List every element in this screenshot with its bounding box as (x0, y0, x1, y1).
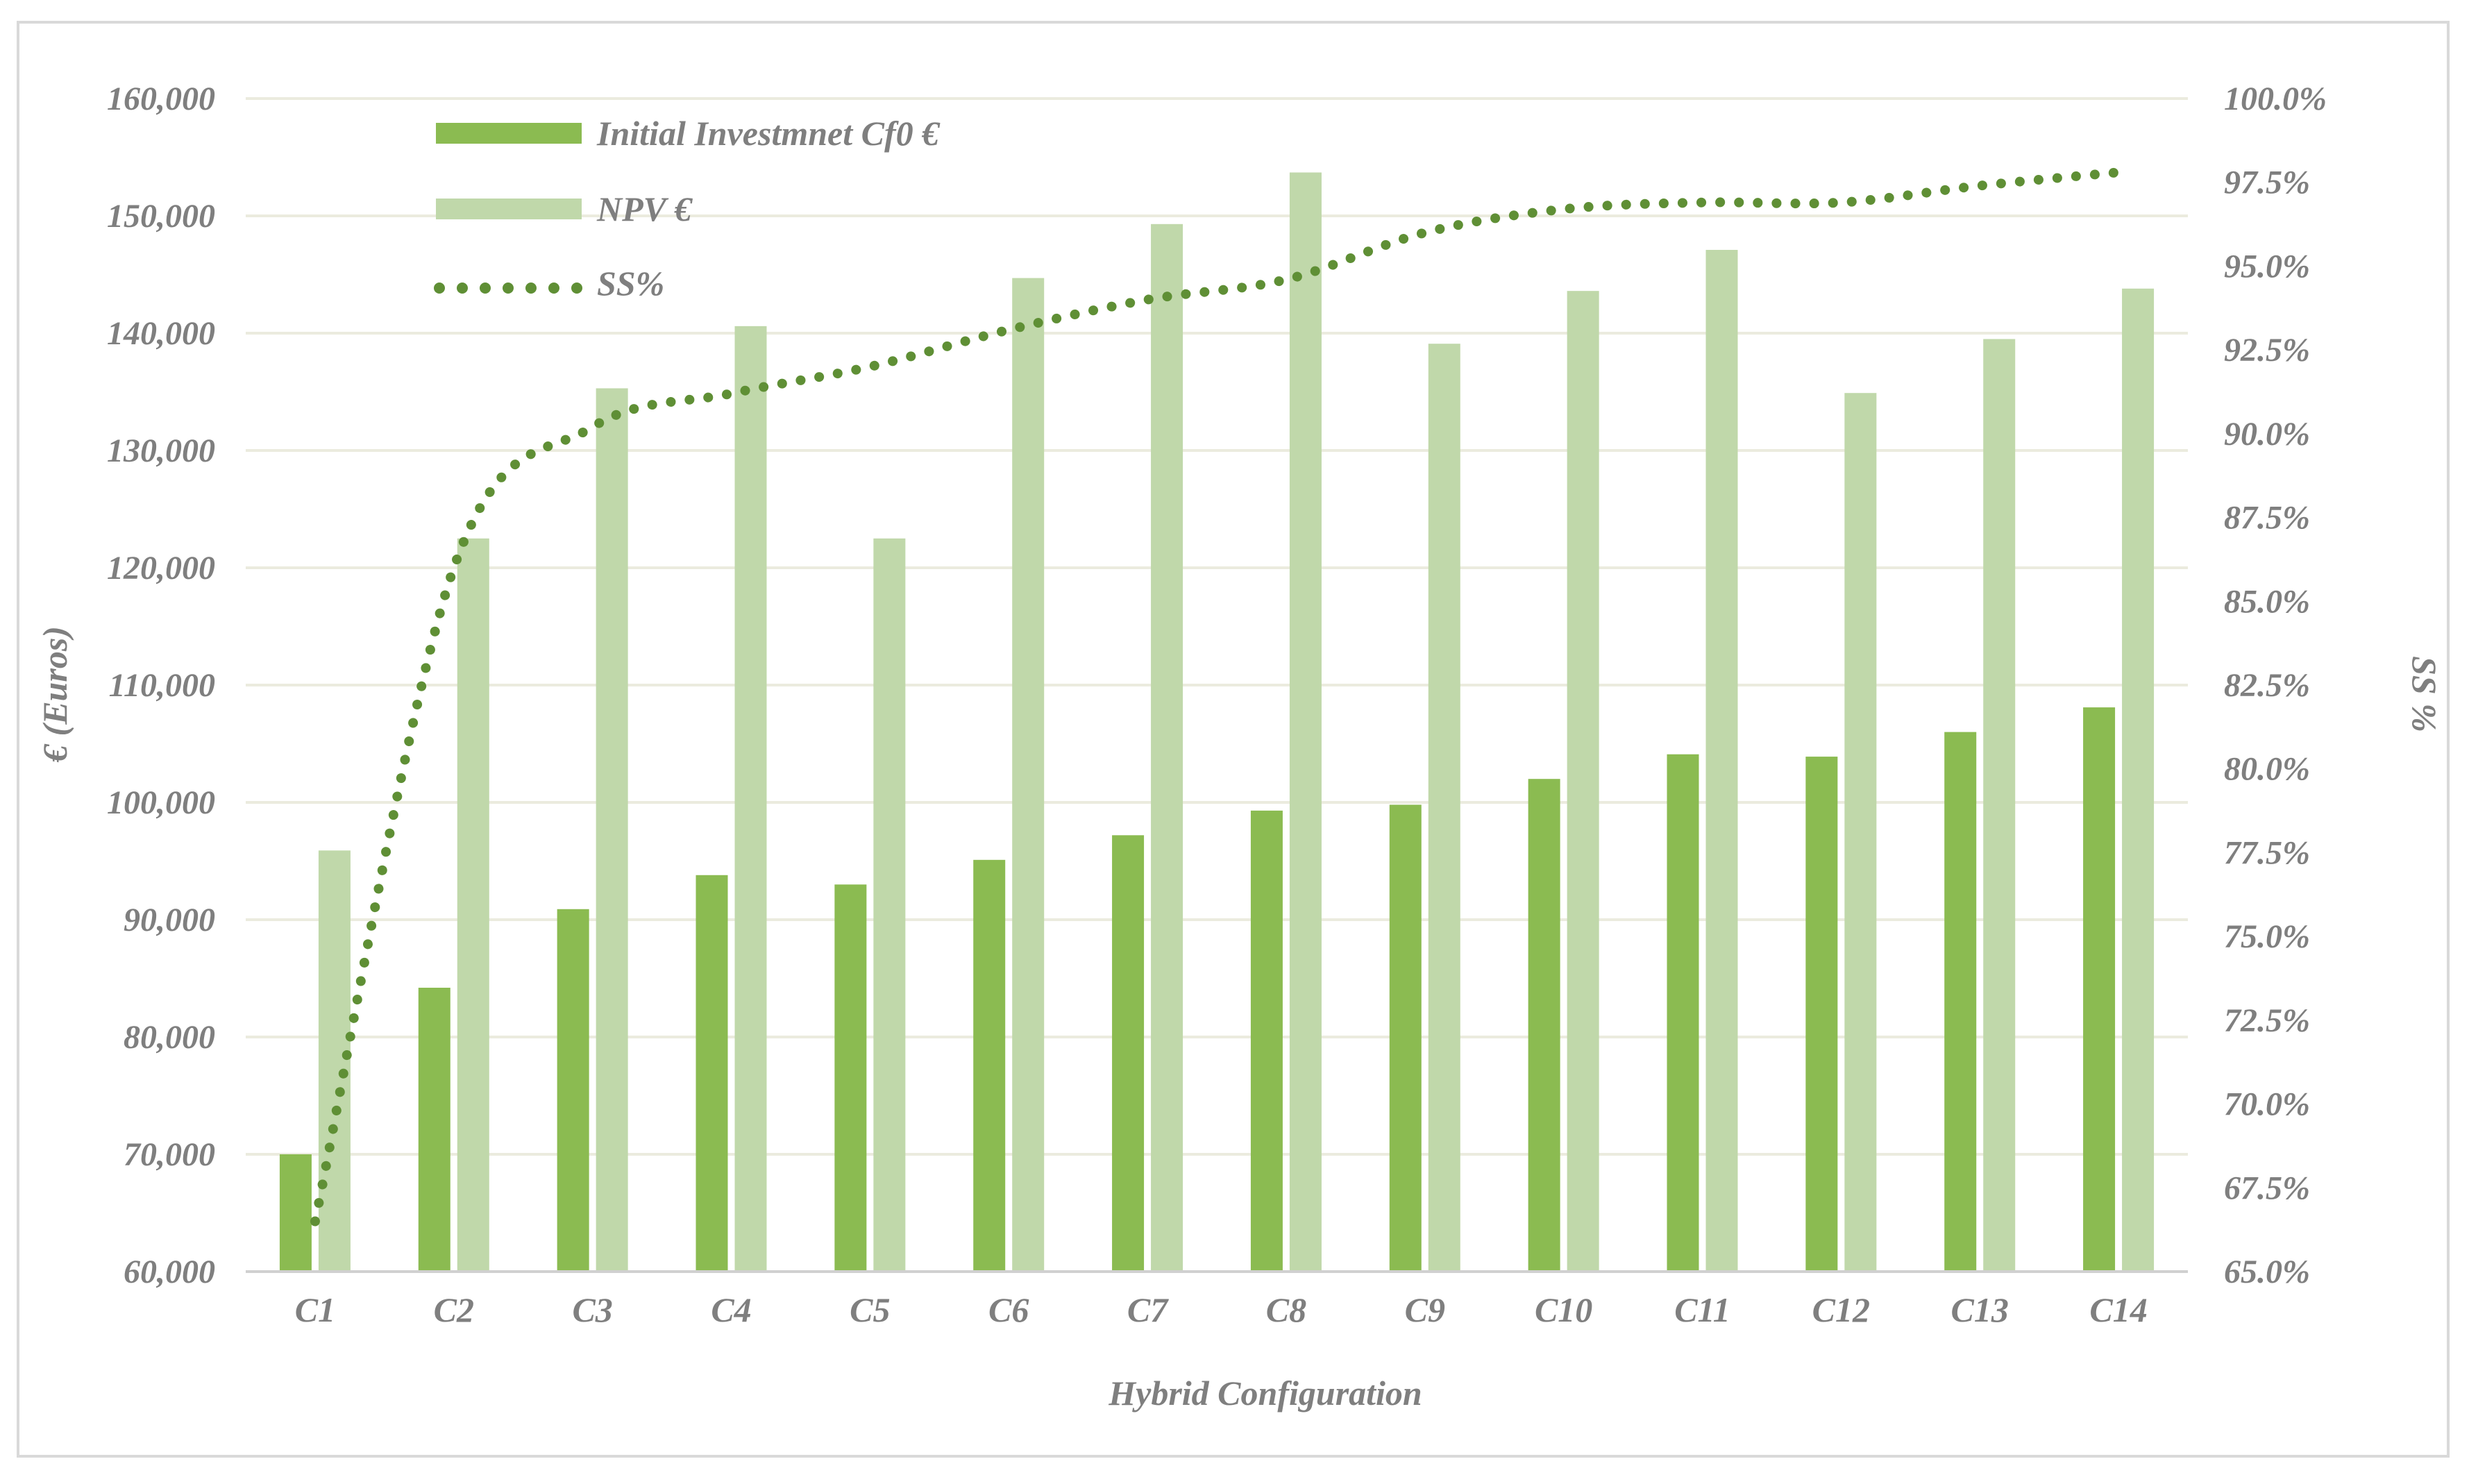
x-tick-label: C5 (850, 1290, 890, 1329)
bar-npv-C4 (734, 326, 767, 1272)
legend-dot (434, 283, 445, 294)
y-tick-label: 150,000 (107, 198, 215, 235)
y-tick-label: 110,000 (109, 667, 215, 704)
x-tick-labels: C1 C2 C3 C4 C5 C6 C7 C8 C9 C10 C11 C12 C13 C14 (295, 1290, 2148, 1329)
legend-dot (525, 283, 537, 294)
y2-tick-label: 82.5% (2224, 667, 2310, 704)
legend-label-npv: NPV € (596, 189, 693, 228)
legend-label-ss: SS% (597, 264, 664, 303)
bar-investment-C5 (834, 884, 867, 1272)
bar-investment-C14 (2083, 707, 2116, 1272)
y2-tick-label: 95.0% (2224, 248, 2310, 285)
bar-investment-C11 (1667, 754, 1699, 1272)
y2-tick-label: 70.0% (2224, 1086, 2310, 1123)
ss-point-C6 (1008, 329, 1009, 330)
y-tick-label: 130,000 (107, 432, 215, 469)
x-tick-label: C1 (295, 1290, 335, 1329)
chart-frame: 60,000 70,000 80,000 90,000 100,000 110,000 12… (17, 21, 2450, 1458)
bar-npv-C12 (1844, 393, 1877, 1272)
bars-layer (279, 172, 2155, 1272)
x-tick-label: C4 (711, 1290, 751, 1329)
y2-tick-label: 72.5% (2224, 1002, 2310, 1039)
bar-npv-C6 (1012, 278, 1045, 1272)
x-tick-label: C10 (1535, 1290, 1592, 1329)
x-tick-label: C9 (1405, 1290, 1445, 1329)
bar-investment-C7 (1112, 835, 1145, 1272)
bar-npv-C11 (1705, 250, 1738, 1272)
bar-investment-C12 (1805, 757, 1838, 1272)
legend-dot (571, 283, 582, 294)
y2-tick-label: 65.0% (2224, 1254, 2310, 1290)
bar-npv-C8 (1289, 172, 1322, 1272)
bar-npv-C2 (457, 538, 489, 1272)
x-tick-label: C14 (2089, 1290, 2147, 1329)
y2-tick-label: 75.0% (2224, 918, 2310, 955)
y2-tick-label: 80.0% (2224, 751, 2310, 788)
bar-investment-C9 (1389, 804, 1422, 1272)
bar-investment-C10 (1528, 779, 1560, 1272)
bar-npv-C3 (596, 388, 628, 1272)
x-axis-title: Hybrid Configuration (1108, 1374, 1422, 1413)
legend-swatch-ss (434, 283, 582, 294)
bar-npv-C14 (2122, 288, 2155, 1272)
ss-point-C3 (592, 426, 593, 428)
y2-tick-label: 77.5% (2224, 834, 2310, 871)
x-tick-label: C6 (988, 1290, 1029, 1329)
x-tick-label: C8 (1266, 1290, 1306, 1329)
y-tick-label: 60,000 (124, 1254, 215, 1290)
x-tick-label: C3 (572, 1290, 612, 1329)
bar-investment-C2 (418, 988, 450, 1272)
bar-investment-C6 (973, 859, 1006, 1272)
bar-investment-C3 (557, 909, 589, 1272)
y-tick-label: 90,000 (124, 902, 215, 938)
bar-npv-C10 (1567, 291, 1599, 1272)
y-tick-label: 120,000 (107, 550, 215, 587)
y2-tick-label: 67.5% (2224, 1170, 2310, 1206)
bar-investment-C4 (696, 875, 728, 1272)
y2-tick-label: 87.5% (2224, 500, 2310, 537)
legend-dot (548, 283, 559, 294)
y2-tick-label: 92.5% (2224, 332, 2310, 369)
x-tick-label: C2 (434, 1290, 474, 1329)
legend-swatch-investment (436, 123, 582, 144)
legend-dot (503, 283, 514, 294)
x-tick-label: C7 (1127, 1290, 1169, 1329)
bar-investment-C13 (1944, 732, 1977, 1272)
bar-npv-C13 (1983, 339, 2016, 1272)
x-tick-label: C11 (1674, 1290, 1730, 1329)
legend-label-investment: Initial Investmnet Cf0 € (596, 114, 941, 153)
legend-dot (480, 283, 491, 294)
y-tick-label: 160,000 (107, 81, 215, 117)
x-tick-label: C12 (1812, 1290, 1870, 1329)
chart-svg: 60,000 70,000 80,000 90,000 100,000 110,000 12… (35, 81, 2444, 1413)
bar-npv-C5 (873, 538, 906, 1272)
bar-npv-C7 (1151, 224, 1183, 1272)
ss-line (310, 167, 2124, 1226)
bar-npv-C9 (1428, 344, 1460, 1272)
bar-investment-C1 (279, 1154, 312, 1272)
y2-tick-labels: 65.0% 67.5% 70.0% 72.5% 75.0% 77.5% 80.0% 82.5%… (2224, 81, 2327, 1290)
y-axis-title: € (Euros) (35, 626, 74, 763)
y-tick-label: 80,000 (124, 1019, 215, 1056)
y-tick-labels: 60,000 70,000 80,000 90,000 100,000 110,000 12… (107, 81, 215, 1290)
legend-swatch-npv (436, 199, 582, 219)
y2-tick-label: 85.0% (2224, 583, 2310, 620)
bar-investment-C8 (1250, 810, 1283, 1272)
ss-point-C12 (1840, 202, 1842, 203)
ss-point-C10 (1563, 208, 1565, 210)
y-tick-label: 100,000 (107, 784, 215, 821)
y2-axis-title: SS % (2405, 656, 2444, 732)
y-tick-label: 140,000 (107, 315, 215, 352)
gridlines (246, 97, 2188, 1156)
ss-line-layer (310, 167, 2124, 1226)
y2-tick-label: 97.5% (2224, 165, 2310, 201)
y2-tick-label: 90.0% (2224, 416, 2310, 453)
y2-tick-label: 100.0% (2224, 81, 2327, 117)
bar-npv-C1 (318, 850, 351, 1272)
y-tick-label: 70,000 (124, 1136, 215, 1173)
legend-dot (457, 283, 468, 294)
ss-point-C8 (1286, 279, 1287, 280)
legend: Initial Investmnet Cf0 € NPV € SS% (434, 114, 941, 303)
x-tick-label: C13 (1951, 1290, 2009, 1329)
